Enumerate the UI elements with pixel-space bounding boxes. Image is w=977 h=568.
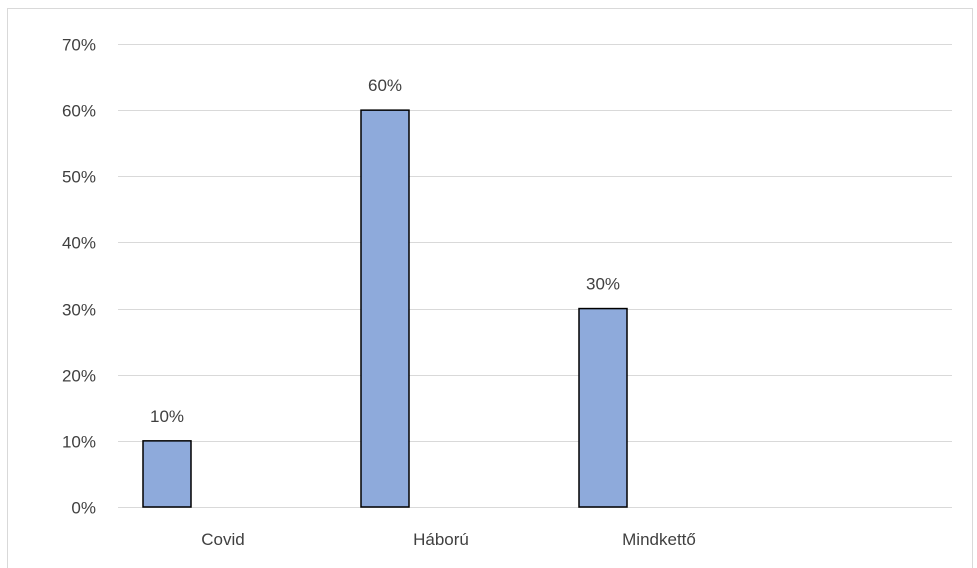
gridlines [118, 44, 952, 508]
y-tick-label: 10% [62, 433, 96, 452]
y-tick-label: 40% [62, 234, 96, 253]
category-label: Háború [413, 530, 469, 549]
y-tick-label: 70% [62, 36, 96, 55]
data-labels: 10% 60% 30% [150, 76, 620, 426]
y-tick-label: 60% [62, 102, 96, 121]
y-tick-label: 20% [62, 367, 96, 386]
data-label: 10% [150, 407, 184, 426]
y-axis-tick-labels: 0% 10% 20% 30% 40% 50% 60% 70% [62, 36, 96, 518]
y-tick-label: 0% [71, 499, 96, 518]
bar-háború [360, 109, 410, 508]
y-tick-label: 50% [62, 168, 96, 187]
data-label: 30% [586, 275, 620, 294]
chart-frame [7, 8, 973, 568]
category-label: Mindkettő [622, 530, 696, 549]
bar-mindkettő [578, 307, 628, 508]
bar-covid [142, 440, 192, 508]
category-label: Covid [201, 530, 244, 549]
data-label: 60% [368, 76, 402, 95]
y-tick-label: 30% [62, 301, 96, 320]
bars [142, 109, 628, 508]
x-axis-category-labels: Covid Háború Mindkettő [201, 530, 696, 549]
